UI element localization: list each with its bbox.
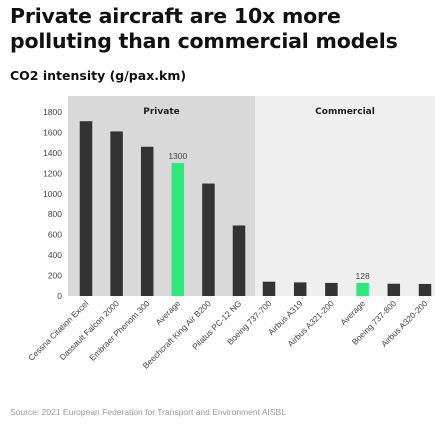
bar (140, 146, 154, 296)
bar (202, 183, 215, 296)
bar-value-label: 128 (356, 271, 370, 281)
x-tick-label: Embraer Phenom 300 (87, 298, 152, 363)
y-tick-label: 400 (48, 250, 62, 260)
y-tick-label: 800 (48, 209, 62, 219)
y-tick-label: 200 (48, 271, 62, 281)
group-panel-private (68, 96, 255, 296)
bar (387, 283, 401, 296)
bar (79, 121, 93, 296)
y-tick-label: 1200 (43, 168, 62, 178)
bar (232, 225, 246, 296)
source-note: Source: 2021 European Federation for Tra… (10, 407, 286, 417)
bar (418, 283, 432, 296)
y-tick-label: 600 (48, 230, 62, 240)
x-tick-label: Average (153, 298, 182, 327)
group-panel-commercial (255, 96, 435, 296)
y-axis-title: CO2 intensity (g/pax.km) (10, 68, 187, 83)
group-label-commercial: Commercial (315, 107, 375, 117)
y-tick-label: 1400 (43, 148, 62, 158)
y-tick-label: 1600 (43, 127, 62, 137)
bar (110, 131, 123, 296)
bar-average-highlight (171, 163, 185, 296)
chart-title: Private aircraft are 10x more polluting … (10, 4, 398, 53)
bar (293, 282, 307, 296)
y-tick-label: 1800 (43, 107, 62, 117)
bar (325, 282, 338, 296)
y-tick-label: 1000 (43, 189, 62, 199)
bar-average-highlight (356, 282, 369, 296)
bar-value-label: 1300 (168, 151, 187, 161)
y-tick-label: 0 (57, 291, 62, 301)
bar (262, 281, 276, 296)
x-tick-label: Average (338, 298, 367, 327)
group-label-private: Private (143, 107, 179, 117)
